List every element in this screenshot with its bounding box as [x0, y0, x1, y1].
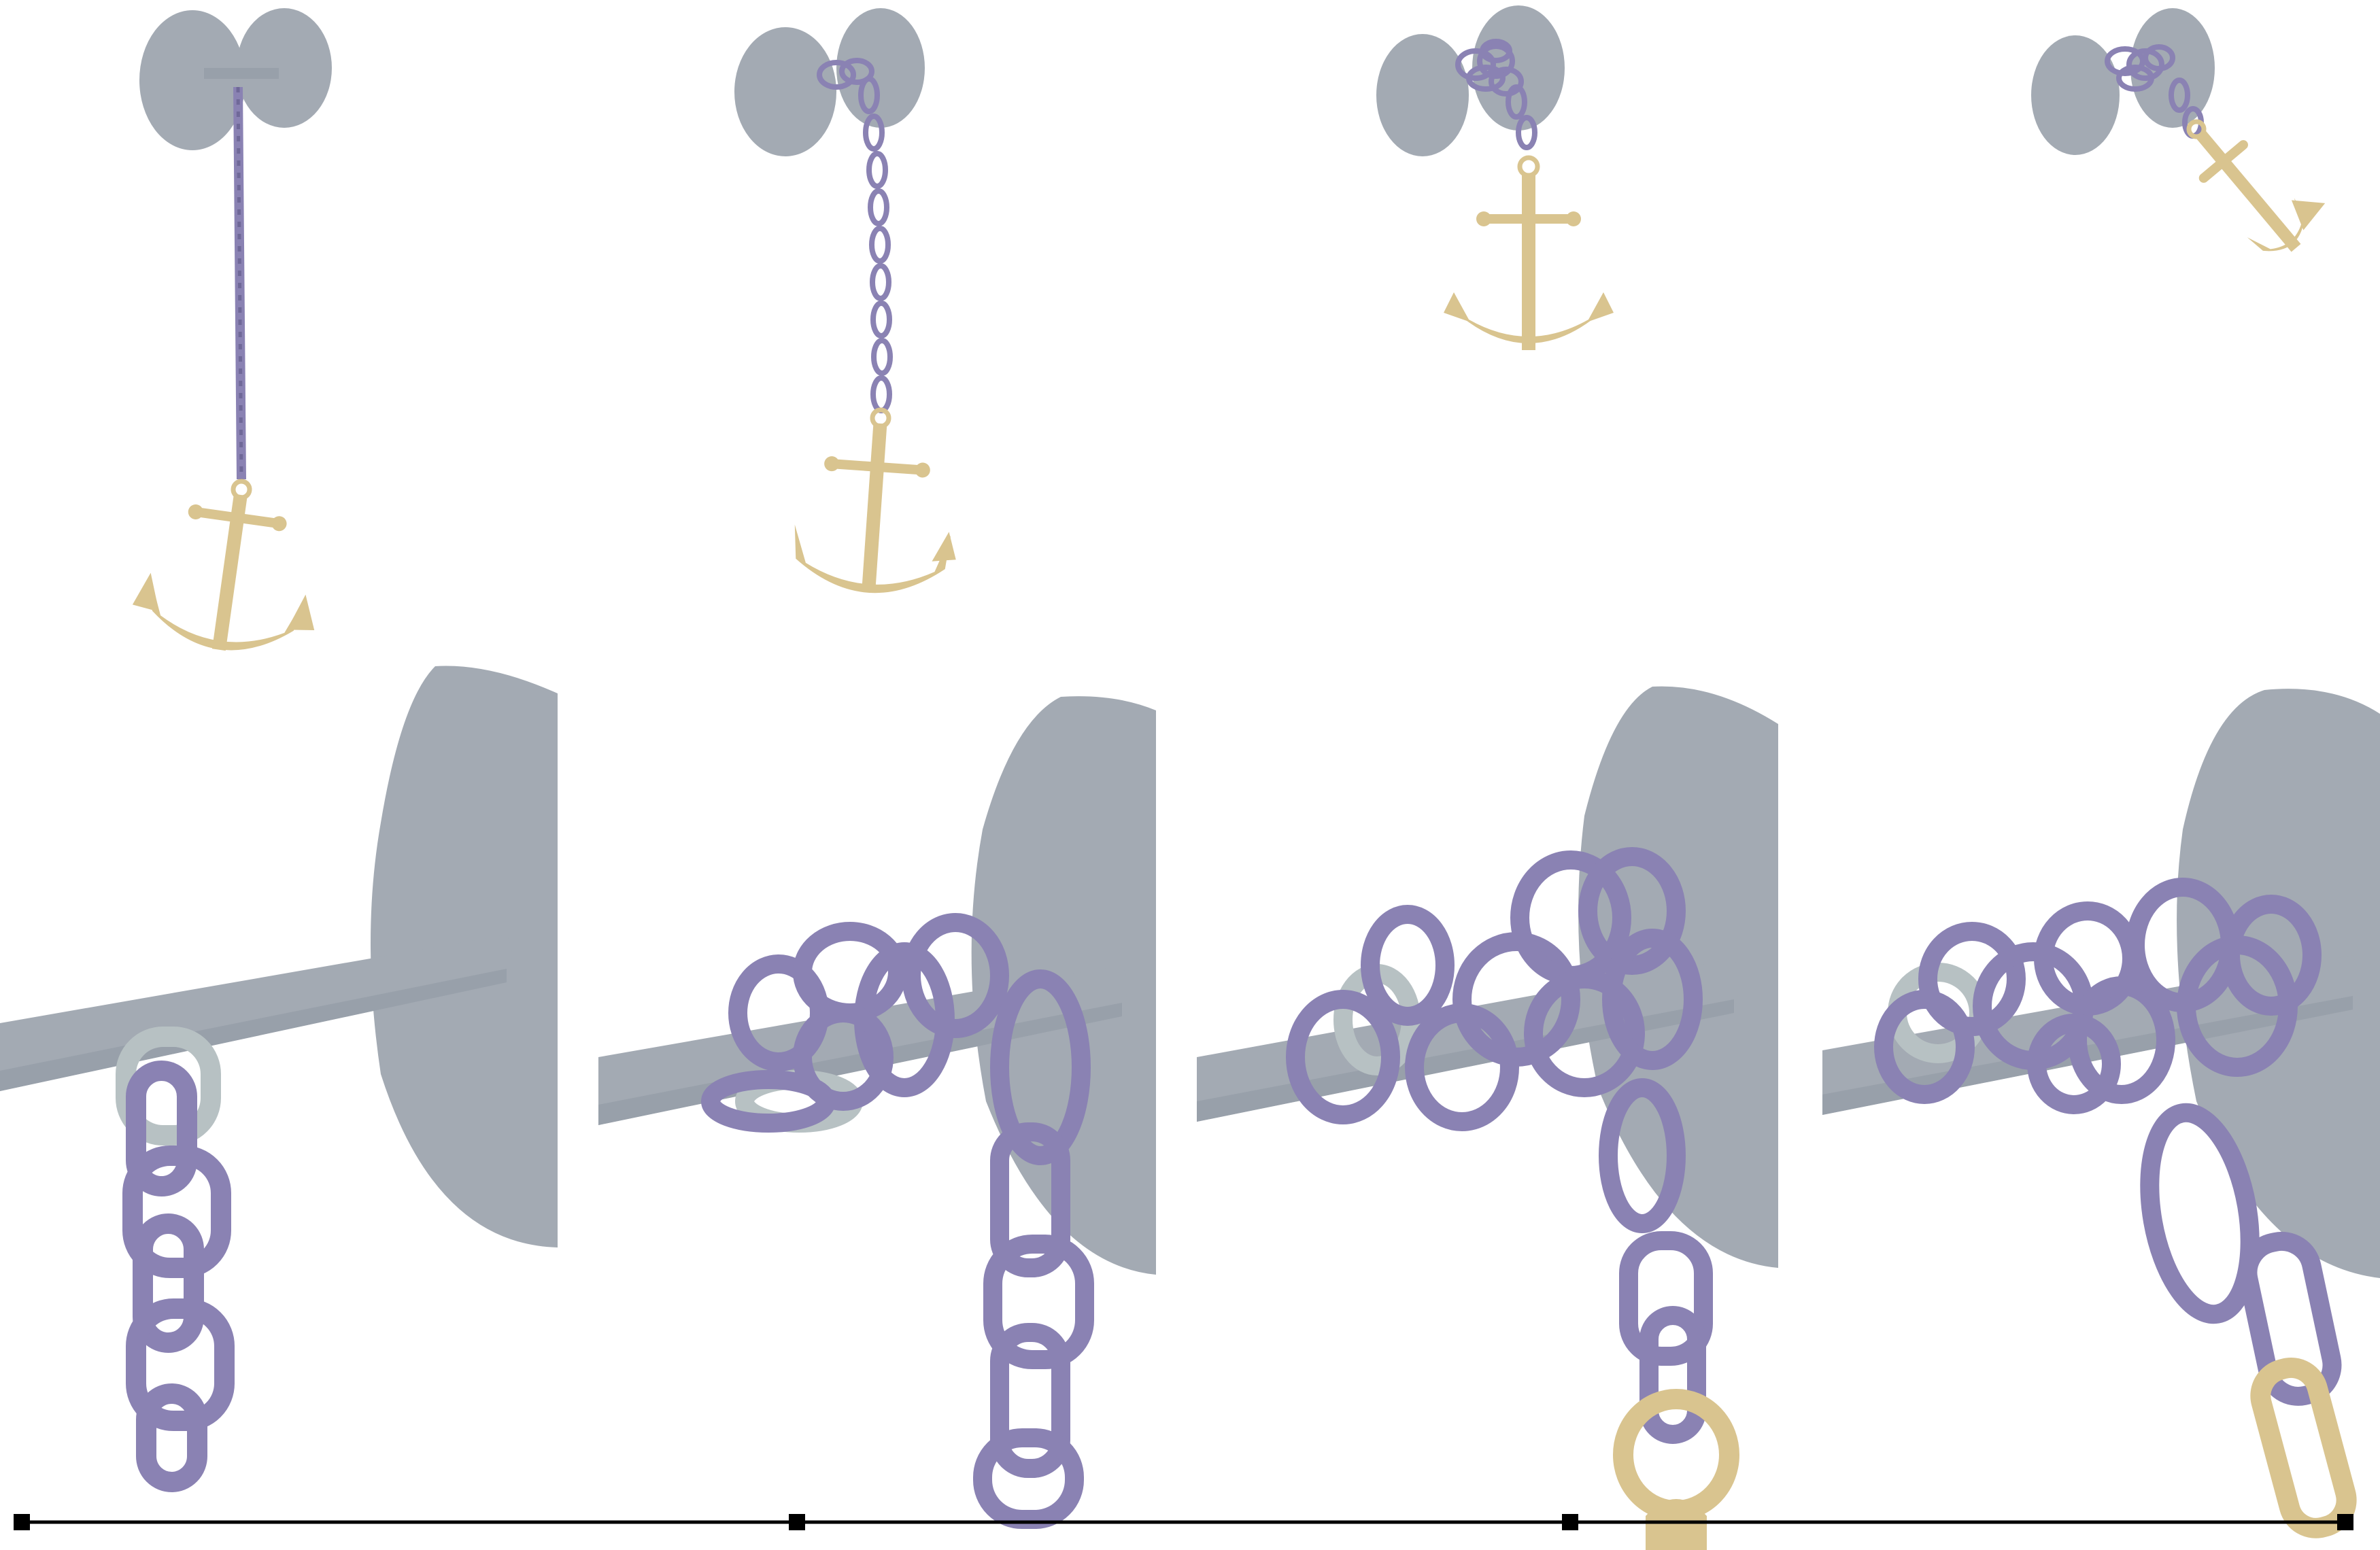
panel-3-closeup — [1197, 686, 1778, 1550]
anchor-ring-closeup-3 — [1613, 1389, 1739, 1550]
panel-4-closeup — [1822, 689, 2380, 1538]
panel-1-closeup — [0, 666, 558, 1492]
chain-closeup-2 — [701, 913, 1094, 1529]
timeline-marker-2 — [789, 1514, 805, 1530]
winch-4 — [2031, 8, 2215, 155]
anchor-2 — [794, 407, 956, 593]
panel-1-overview — [132, 8, 332, 651]
chain-1 — [233, 86, 246, 480]
chain-closeup-4 — [1874, 878, 2342, 1406]
winch-2 — [734, 8, 925, 156]
timeline-marker-4 — [2337, 1514, 2353, 1530]
chain-3 — [1455, 39, 1537, 150]
winch-3 — [1376, 5, 1565, 156]
timeline-marker-1 — [14, 1514, 30, 1530]
anchor-ring-closeup-4 — [2250, 1357, 2357, 1538]
panel-3-overview — [1376, 5, 1614, 350]
timeline-marker-3 — [1562, 1514, 1578, 1530]
winch-1 — [139, 8, 332, 150]
anchor-3 — [1444, 155, 1614, 350]
panel-2-overview — [734, 8, 956, 593]
chain-closeup-3 — [1286, 847, 1713, 1444]
timeline — [14, 1514, 2353, 1530]
panel-2-closeup — [598, 696, 1156, 1529]
anchor-4 — [2186, 119, 2326, 252]
panel-4-overview — [2031, 8, 2326, 252]
anchor-1 — [132, 479, 315, 651]
chain-closeup-1 — [116, 1027, 235, 1492]
